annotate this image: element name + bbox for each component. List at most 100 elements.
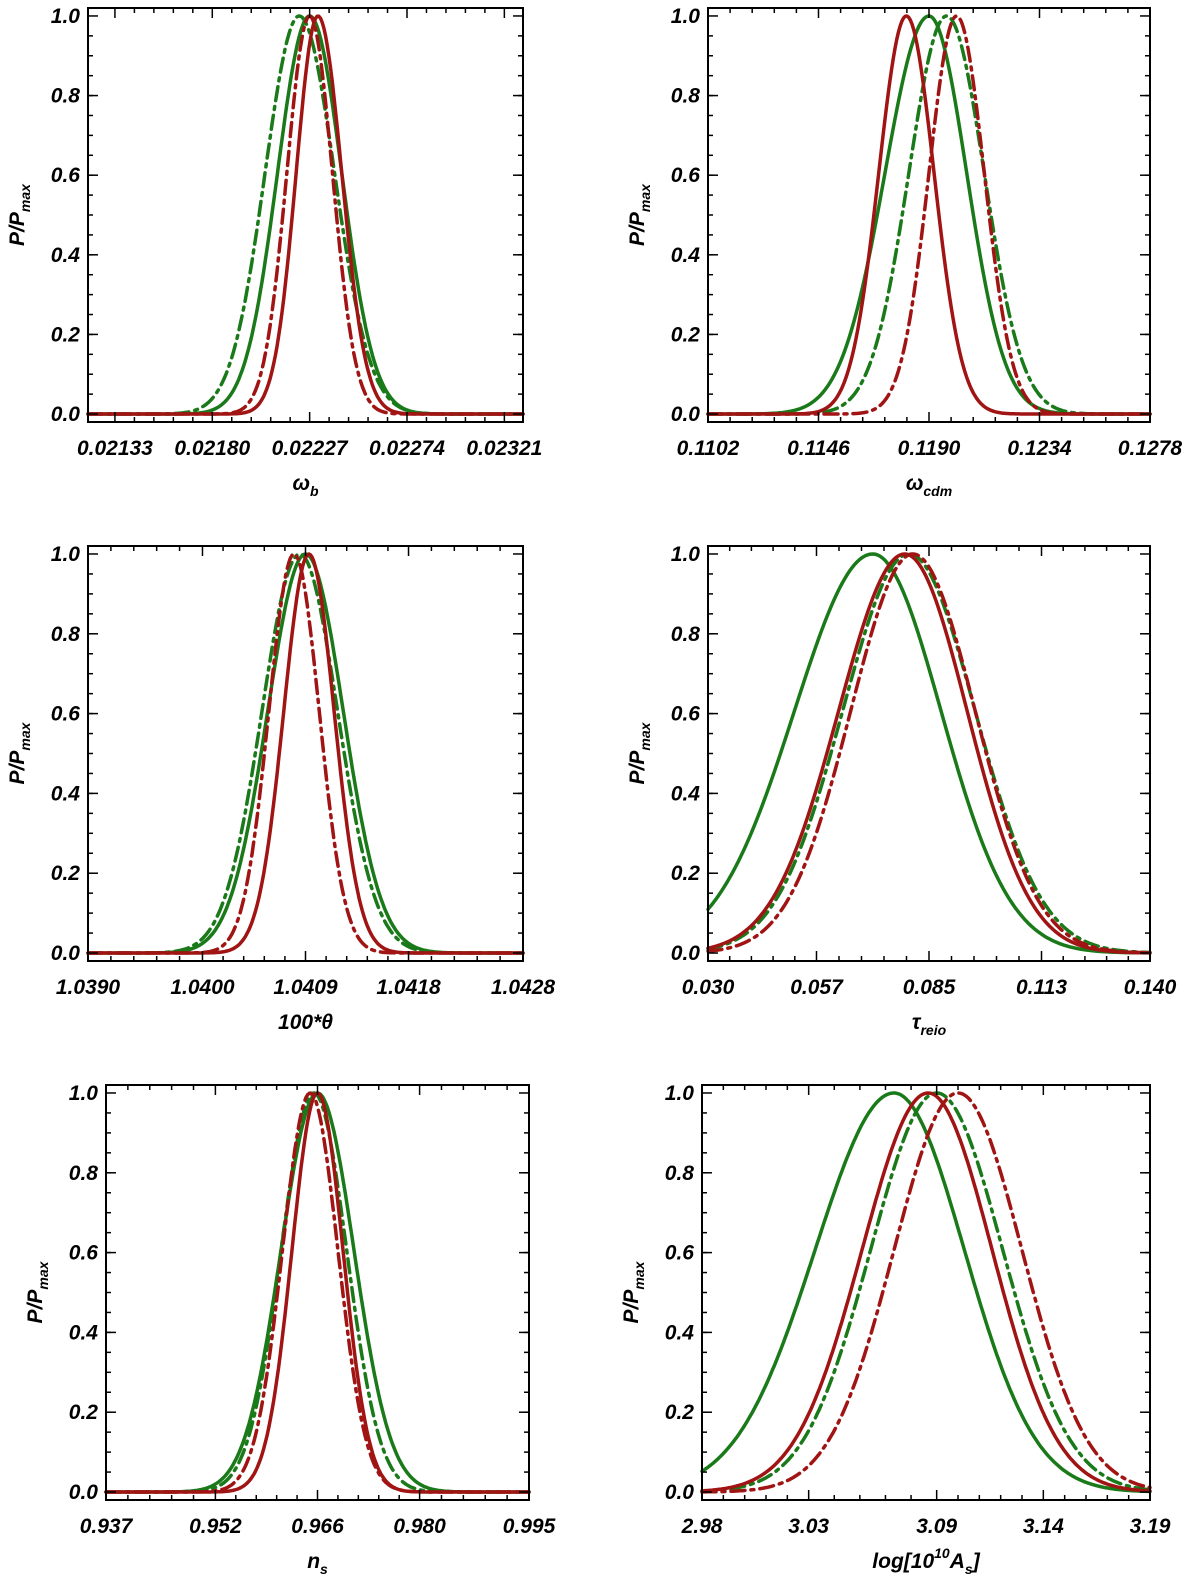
- x-tick-label: 1.0409: [273, 976, 338, 999]
- x-tick-label: 0.057: [790, 976, 844, 999]
- y-tick-label: 0.8: [51, 623, 81, 646]
- series-green-solid: [700, 1091, 1152, 1494]
- series-green-dashdot: [700, 1091, 1152, 1494]
- y-tick-label: 0.2: [51, 862, 81, 885]
- y-tick-label: 0.6: [671, 703, 701, 726]
- y-tick-label: 0.0: [51, 403, 81, 426]
- series-green-solid: [706, 552, 1152, 955]
- y-tick-label: 0.0: [51, 942, 81, 965]
- y-tick-label: 1.0: [671, 543, 701, 566]
- y-tick-label: 0.4: [671, 782, 701, 805]
- x-axis-label: 100*θ: [278, 1011, 333, 1034]
- x-tick-label: 2.98: [681, 1515, 723, 1538]
- x-tick-label: 0.113: [1016, 976, 1067, 999]
- y-tick-label: 0.0: [671, 942, 701, 965]
- y-tick-label: 0.4: [69, 1321, 99, 1344]
- x-tick-label: 0.937: [80, 1515, 134, 1538]
- x-axis-label: log[1010As]: [872, 1545, 980, 1577]
- x-tick-label: 1.0390: [56, 976, 121, 999]
- plot-frame: [707, 7, 1151, 423]
- y-tick-label: 1.0: [51, 5, 81, 28]
- x-tick-label: 1.0428: [491, 976, 556, 999]
- panel-ns: 0.0 0.2 0.4 0.6 0.8 1.0 0.937 0.952 0.966 0.980 0.…: [24, 1082, 556, 1577]
- series-green-solid: [104, 1091, 531, 1494]
- x-tick-label: 0.966: [291, 1515, 344, 1538]
- panel-log-as: 0.0 0.2 0.4 0.6 0.8 1.0 2.98 3.03 3.09 3.14 3.19 P/…: [620, 1082, 1171, 1577]
- x-tick-label: 3.14: [1023, 1515, 1064, 1538]
- x-tick-label: 0.02274: [369, 437, 445, 460]
- series-red-dashdot: [706, 14, 1152, 416]
- y-axis-label: P/Pmax: [620, 1260, 647, 1323]
- series-green-dashdot: [706, 552, 1152, 955]
- x-tick-label: 0.980: [393, 1515, 446, 1538]
- x-tick-label: 3.03: [788, 1515, 829, 1538]
- y-tick-label: 0.4: [665, 1321, 695, 1344]
- series-red-dashdot: [700, 1091, 1152, 1494]
- series-red-solid: [104, 1091, 531, 1494]
- y-tick-label: 0.2: [665, 1401, 695, 1424]
- series-red-solid: [706, 14, 1152, 416]
- series-green-solid: [86, 552, 525, 955]
- y-tick-label: 0.4: [51, 782, 81, 805]
- panel-theta: 0.0 0.2 0.4 0.6 0.8 1.0 1.0390 1.0400 1.0409 1.04…: [6, 543, 555, 1034]
- x-tick-label: 0.1146: [787, 437, 850, 460]
- y-axis-label: P/Pmax: [6, 183, 33, 246]
- x-axis-label: ωcdm: [906, 472, 952, 499]
- y-tick-label: 0.8: [671, 623, 701, 646]
- series-red-dashdot: [104, 1091, 531, 1494]
- series-red-dashdot: [86, 14, 525, 416]
- y-tick-label: 1.0: [51, 543, 81, 566]
- y-tick-label: 0.4: [671, 244, 701, 267]
- y-tick-label: 0.6: [69, 1242, 99, 1265]
- y-tick-label: 0.2: [51, 323, 81, 346]
- panel-omega-b: 0.0 0.2 0.4 0.6 0.8 1.0 0.02133 0.02180 0.02227 0…: [6, 5, 542, 499]
- y-tick-label: 1.0: [671, 5, 701, 28]
- y-tick-label: 0.2: [671, 323, 701, 346]
- y-tick-label: 0.0: [69, 1481, 99, 1504]
- y-tick-label: 0.8: [69, 1162, 99, 1185]
- plot-frame: [87, 545, 524, 962]
- x-axis-label: ωb: [292, 472, 319, 499]
- x-tick-label: 0.02180: [174, 437, 250, 460]
- y-tick-label: 0.6: [51, 164, 81, 187]
- series-red-solid: [700, 1091, 1152, 1493]
- x-tick-label: 1.0400: [170, 976, 235, 999]
- y-tick-label: 1.0: [69, 1082, 99, 1105]
- x-tick-label: 0.02133: [77, 437, 153, 460]
- x-tick-label: 0.030: [682, 976, 735, 999]
- y-tick-label: 0.8: [665, 1162, 695, 1185]
- y-tick-label: 1.0: [665, 1082, 695, 1105]
- x-tick-label: 0.952: [189, 1515, 242, 1538]
- x-tick-label: 0.140: [1124, 976, 1177, 999]
- series-green-dashdot: [86, 552, 525, 955]
- x-tick-label: 0.02227: [272, 437, 349, 460]
- panel-tau-reio: 0.0 0.2 0.4 0.6 0.8 1.0 0.030 0.057 0.085 0.113 0.…: [626, 543, 1177, 1038]
- y-tick-label: 0.2: [69, 1401, 99, 1424]
- series-red-dashdot: [706, 552, 1152, 955]
- plot-frame: [701, 1084, 1151, 1501]
- y-axis-label: P/Pmax: [6, 721, 33, 784]
- x-axis-label: τreio: [912, 1011, 947, 1038]
- y-tick-label: 0.2: [671, 862, 701, 885]
- x-tick-label: 0.02321: [466, 437, 542, 460]
- series-red-solid: [86, 552, 525, 955]
- y-axis-label: P/Pmax: [24, 1260, 51, 1323]
- y-axis-label: P/Pmax: [626, 721, 653, 784]
- y-tick-label: 0.0: [671, 403, 701, 426]
- plot-frame: [105, 1084, 530, 1501]
- series-green-dashdot: [104, 1091, 531, 1494]
- x-tick-label: 3.09: [916, 1515, 957, 1538]
- series-green-solid: [706, 14, 1152, 416]
- x-axis-label: ns: [307, 1550, 328, 1577]
- panel-omega-cdm: 0.0 0.2 0.4 0.6 0.8 1.0 0.1102 0.1146 0.1190 0.12…: [626, 5, 1182, 499]
- series-green-dashdot: [706, 14, 1152, 416]
- series-red-dashdot: [86, 552, 525, 955]
- y-tick-label: 0.6: [665, 1242, 695, 1265]
- series-red-solid: [86, 14, 525, 416]
- y-tick-label: 0.8: [51, 85, 81, 108]
- y-tick-label: 0.4: [51, 244, 81, 267]
- x-tick-label: 3.19: [1130, 1515, 1171, 1538]
- y-tick-label: 0.6: [671, 164, 701, 187]
- y-tick-label: 0.6: [51, 703, 81, 726]
